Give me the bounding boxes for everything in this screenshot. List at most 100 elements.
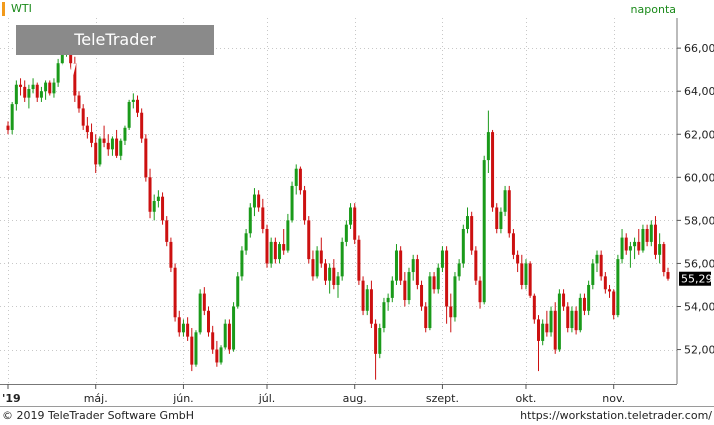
candle	[415, 254, 419, 290]
candle	[511, 228, 515, 260]
last-price-box	[679, 271, 711, 286]
candle-body	[181, 323, 185, 333]
candle-body	[323, 263, 327, 281]
footer-url-link[interactable]: https://workstation.teletrader.com/	[520, 409, 712, 422]
price-chart: 52,00 54,00 56,00 58,00 60,00 62,00 64,00 66,00…	[0, 18, 714, 405]
candle	[440, 246, 444, 273]
candle	[612, 289, 616, 320]
candle	[378, 323, 382, 359]
candle	[144, 134, 148, 182]
candle-body	[10, 104, 14, 130]
candle-body	[374, 323, 378, 354]
candle-body	[386, 297, 390, 303]
candle-body	[507, 190, 511, 234]
last-price-label: 55,29	[681, 273, 713, 286]
candle-body	[198, 293, 202, 333]
candle	[399, 246, 403, 285]
candle-body	[470, 216, 474, 251]
candle	[227, 319, 231, 354]
candle-body	[457, 263, 461, 277]
candle	[27, 84, 31, 109]
candle-body	[420, 284, 424, 307]
candle-body	[378, 328, 382, 354]
candle-body	[156, 196, 160, 201]
candle	[482, 155, 486, 305]
candle	[319, 237, 323, 268]
candle	[428, 272, 432, 331]
candle	[177, 310, 181, 337]
candle-body	[557, 293, 561, 350]
candle-body	[85, 125, 89, 133]
candle	[202, 287, 206, 316]
candle	[211, 325, 215, 354]
candle-body	[499, 211, 503, 229]
candle	[14, 80, 18, 111]
candle	[119, 138, 123, 161]
candle	[194, 330, 198, 367]
candle	[566, 302, 570, 333]
candle	[102, 125, 106, 148]
candle	[374, 319, 378, 380]
interval-label[interactable]: naponta	[630, 3, 676, 16]
candle	[323, 259, 327, 285]
candle-body	[403, 280, 407, 301]
candle-body	[545, 323, 549, 333]
candle	[215, 340, 219, 367]
candle	[420, 280, 424, 311]
candle-body	[152, 201, 156, 212]
symbol-label[interactable]: WTI	[2, 2, 32, 16]
candle	[528, 261, 532, 298]
candle	[328, 263, 332, 294]
candle-body	[232, 306, 236, 350]
candle-body	[340, 241, 344, 277]
candle	[608, 284, 612, 298]
candle	[637, 228, 641, 255]
candle	[582, 293, 586, 316]
candle-body	[31, 84, 35, 90]
candle	[570, 306, 574, 333]
candle-body	[503, 190, 507, 212]
candle	[478, 276, 482, 309]
candle	[77, 91, 81, 113]
candle-body	[248, 207, 252, 234]
candle	[386, 293, 390, 311]
candle-body	[332, 267, 336, 285]
candle-body	[315, 250, 319, 277]
candle	[541, 319, 545, 346]
candle-body	[645, 228, 649, 242]
candle-body	[19, 84, 23, 87]
candle-body	[411, 259, 415, 273]
candle-body	[541, 323, 545, 341]
candle-body	[599, 254, 603, 277]
candle-body	[524, 263, 528, 285]
candle	[520, 254, 524, 290]
candle	[156, 190, 160, 208]
candle-body	[353, 207, 357, 240]
candle-body	[240, 250, 244, 277]
candle	[48, 80, 52, 96]
candle-body	[478, 280, 482, 303]
candle-body	[227, 323, 231, 350]
candle	[106, 134, 110, 156]
y-tick-label: 64,00	[684, 85, 714, 98]
candle-body	[390, 280, 394, 298]
candle	[181, 319, 185, 337]
candle	[624, 233, 628, 255]
x-tick-label: szept.	[426, 392, 459, 405]
candle	[474, 246, 478, 285]
candle	[653, 216, 657, 260]
candle	[603, 272, 607, 294]
candle	[169, 237, 173, 273]
candle-body	[394, 250, 398, 281]
candle	[532, 293, 536, 324]
copyright-text: © 2019 TeleTrader Software GmbH	[2, 409, 195, 422]
y-tick-label: 58,00	[684, 214, 714, 227]
candle	[537, 315, 541, 372]
candle-body	[653, 224, 657, 255]
candle	[666, 267, 670, 281]
candles	[6, 33, 670, 380]
candle	[361, 276, 365, 316]
candle-body	[252, 194, 256, 208]
candle	[507, 185, 511, 238]
candle-body	[528, 263, 532, 296]
